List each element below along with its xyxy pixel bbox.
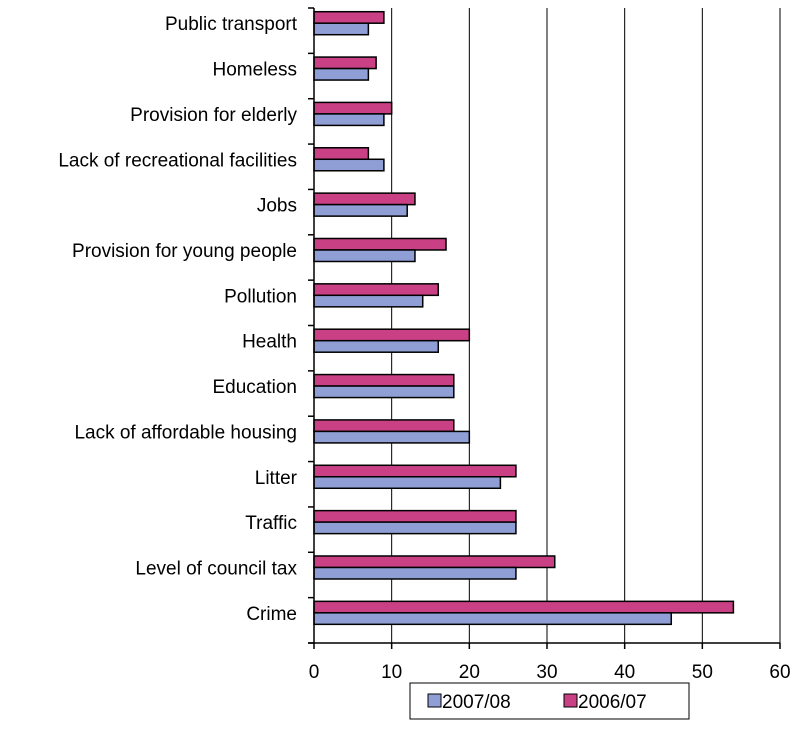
category-label: Public transport: [165, 14, 298, 35]
x-tick-label: 20: [459, 662, 480, 683]
category-label: Health: [242, 332, 297, 353]
bar-2006-07: [313, 509, 517, 523]
legend-box: [409, 682, 690, 720]
legend-swatch-2007-08: [427, 693, 442, 708]
category-label: Level of council tax: [135, 558, 297, 579]
bar-2006-07: [313, 101, 393, 115]
bar-2007-08: [313, 203, 408, 217]
category-label: Litter: [255, 468, 298, 489]
x-tick-label: 10: [381, 662, 402, 683]
bar-2006-07: [313, 419, 455, 433]
bar-2006-07: [313, 464, 517, 478]
bar-2007-08: [313, 22, 370, 36]
bar-2006-07: [313, 56, 377, 70]
bar-2006-07: [313, 147, 370, 161]
bar-2007-08: [313, 521, 517, 535]
bar-2007-08: [313, 158, 385, 172]
category-label: Traffic: [245, 513, 297, 534]
bars: [313, 10, 735, 626]
bar-2007-08: [313, 385, 455, 399]
category-label: Jobs: [257, 196, 297, 217]
legend-label-2006-07: 2006/07: [578, 692, 647, 713]
x-tick-label: 0: [309, 662, 320, 683]
bar-2006-07: [313, 237, 447, 251]
x-tick-label: 50: [692, 662, 713, 683]
bar-2006-07: [313, 192, 416, 206]
category-label: Crime: [246, 604, 297, 625]
bar-2007-08: [313, 566, 517, 580]
bar-2007-08: [313, 476, 502, 490]
bar-2006-07: [313, 555, 556, 569]
category-labels: Public transport Homeless Provision for el…: [58, 14, 297, 625]
bar-2007-08: [313, 430, 471, 444]
x-tick-label: 60: [769, 662, 790, 683]
x-tick-label: 40: [614, 662, 635, 683]
gridlines: [391, 8, 781, 643]
legend-swatch-2006-07: [563, 693, 578, 708]
legend-label-2007-08: 2007/08: [442, 692, 511, 713]
category-label: Homeless: [213, 60, 297, 81]
bar-2007-08: [313, 249, 416, 263]
bar-2006-07: [313, 373, 455, 387]
category-label: Pollution: [224, 286, 297, 307]
category-label: Lack of affordable housing: [74, 422, 297, 443]
legend: 2007/08 2006/07: [409, 682, 690, 720]
x-tick-label: 30: [536, 662, 557, 683]
x-tick-labels: 0 10 20 30 40 50 60: [309, 662, 791, 683]
bar-2006-07: [313, 10, 385, 24]
bar-2007-08: [313, 294, 424, 308]
category-label: Lack of recreational facilities: [58, 150, 297, 171]
bar-2007-08: [313, 67, 370, 81]
bar-2007-08: [313, 113, 385, 127]
axes: [308, 7, 781, 649]
bar-2006-07: [313, 328, 471, 342]
category-label: Provision for elderly: [130, 105, 297, 126]
bar-2006-07: [313, 283, 440, 297]
bar-2007-08: [313, 339, 440, 353]
category-label: Provision for young people: [72, 241, 297, 262]
bar-2006-07: [313, 600, 735, 614]
category-label: Education: [212, 377, 297, 398]
bar-2007-08: [313, 612, 673, 626]
